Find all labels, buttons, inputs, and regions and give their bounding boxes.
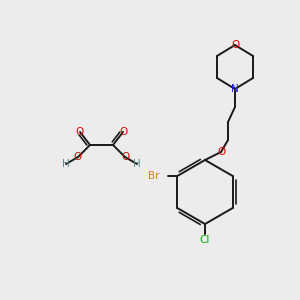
Text: O: O	[76, 127, 84, 137]
Text: O: O	[217, 147, 225, 157]
Text: O: O	[231, 40, 239, 50]
Text: O: O	[74, 152, 82, 162]
Text: O: O	[121, 152, 129, 162]
Text: O: O	[119, 127, 127, 137]
Text: H: H	[62, 159, 70, 169]
Text: Cl: Cl	[200, 235, 210, 245]
Text: Br: Br	[148, 171, 159, 181]
Text: N: N	[231, 84, 239, 94]
Text: H: H	[133, 159, 141, 169]
